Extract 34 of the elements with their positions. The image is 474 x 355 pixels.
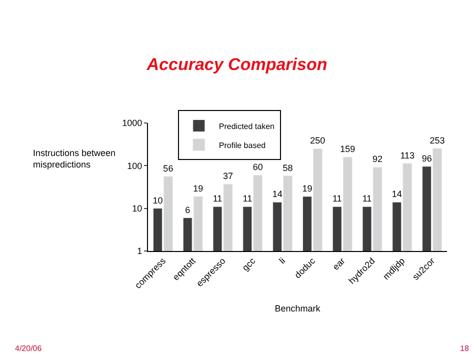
text: 18	[460, 344, 470, 353]
x-tick-label: ear	[330, 256, 347, 272]
data-label: 37	[222, 171, 233, 182]
data-label: 159	[340, 144, 356, 154]
chart-title: Accuracy Comparison	[146, 54, 328, 74]
x-axis-title: Benchmark	[274, 303, 321, 314]
text: 4/20/06	[15, 344, 42, 353]
y-tick-label: 1	[137, 246, 142, 256]
legend-label: Predicted taken	[218, 122, 274, 131]
data-label: 56	[163, 163, 174, 174]
x-tick-label: gcc	[240, 255, 258, 273]
data-label: 113	[400, 150, 415, 160]
x-tick-label: li	[277, 256, 288, 266]
data-label: 11	[212, 194, 222, 204]
data-label: 92	[372, 154, 382, 164]
y-tick-label: 10	[132, 203, 142, 214]
data-label: 11	[242, 194, 252, 204]
data-label: 19	[302, 183, 312, 194]
data-label: 253	[430, 135, 445, 146]
data-label: 14	[392, 189, 402, 200]
data-label: 250	[310, 136, 326, 146]
data-label: 6	[185, 204, 190, 215]
data-label: 11	[332, 194, 342, 204]
data-label: 19	[193, 183, 204, 194]
data-label: 60	[252, 162, 263, 172]
y-tick-label: 100	[127, 160, 142, 171]
legend-label: Profile based	[218, 140, 266, 150]
y-axis-title: Instructions between mispredictions	[33, 148, 116, 170]
data-label: 10	[152, 195, 163, 206]
data-label: 11	[362, 194, 372, 204]
data-label: 14	[272, 189, 282, 200]
data-label: 58	[282, 162, 293, 173]
y-tick-label: 1000	[122, 118, 142, 128]
data-label: 96	[422, 153, 432, 164]
